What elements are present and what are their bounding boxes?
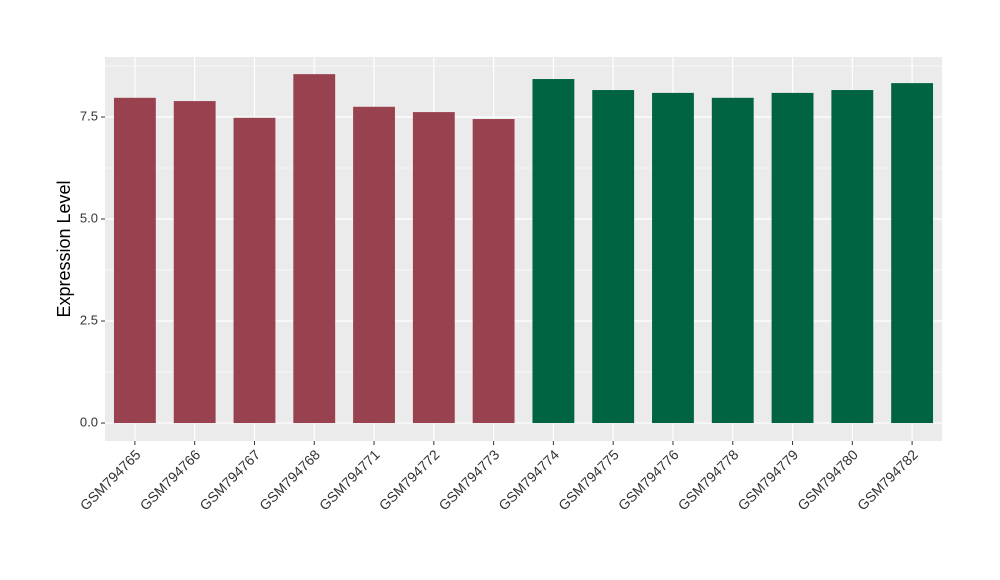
bar: [113, 97, 156, 424]
x-tick-label: GSM794773: [435, 446, 502, 513]
bar: [472, 119, 515, 424]
bar: [293, 74, 336, 424]
bar: [412, 112, 455, 424]
y-tick-label: 5.0: [80, 210, 98, 225]
x-tick-label: GSM794779: [734, 446, 801, 513]
x-tick-label: GSM794765: [77, 446, 144, 513]
y-tick-label: 2.5: [80, 312, 98, 327]
x-tick-label: GSM794782: [854, 446, 921, 513]
x-tick-label: GSM794768: [256, 446, 323, 513]
y-tick-label: 0.0: [80, 414, 98, 429]
x-tick-label: GSM794774: [495, 446, 562, 513]
x-tick-label: GSM794767: [196, 446, 263, 513]
bar: [353, 106, 395, 424]
bar: [891, 83, 934, 424]
bar: [652, 92, 694, 424]
bar: [711, 97, 754, 424]
bar: [831, 90, 874, 424]
x-tick-label: GSM794778: [675, 446, 742, 513]
y-axis-label: Expression Level: [54, 180, 74, 317]
y-tick-label: 7.5: [80, 108, 98, 123]
bar: [173, 101, 216, 424]
x-tick-label: GSM794766: [137, 446, 204, 513]
bar: [532, 79, 575, 424]
panel: [105, 57, 942, 441]
x-tick-label: GSM794776: [615, 446, 682, 513]
bar: [233, 117, 276, 424]
x-tick-label: GSM794780: [794, 446, 861, 513]
x-tick-label: GSM794775: [555, 446, 622, 513]
x-tick-label: GSM794772: [376, 446, 443, 513]
bar: [771, 92, 814, 424]
x-tick-label: GSM794771: [316, 446, 383, 513]
bar: [592, 90, 635, 424]
